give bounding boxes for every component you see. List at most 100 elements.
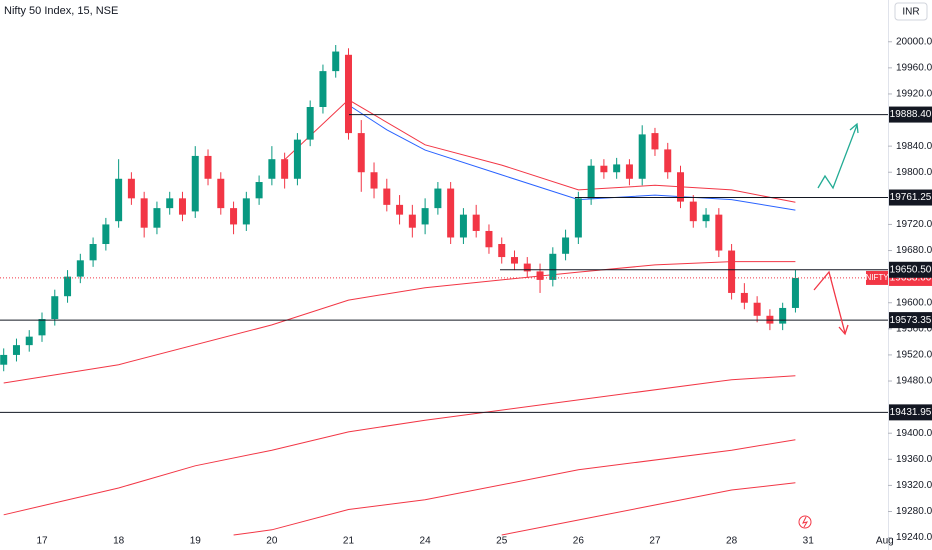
chart-title: Nifty 50 Index, 15, NSE [4, 5, 118, 17]
candle-body [677, 172, 685, 202]
x-tick-label: 26 [573, 536, 585, 547]
candle-body [64, 276, 72, 297]
candle-body [536, 271, 544, 280]
candle-body [12, 345, 20, 355]
candle-body [319, 71, 327, 107]
candle-body [217, 178, 225, 209]
event-icon[interactable] [798, 515, 812, 529]
y-tick-label: 19520.00 [896, 350, 932, 361]
level-box [889, 312, 932, 329]
x-tick-label: 25 [496, 536, 508, 547]
candle-body [728, 250, 736, 293]
level-label: 19650.50 [890, 264, 932, 275]
y-tick-label: 19600.00 [896, 297, 932, 308]
candle-body [498, 244, 506, 258]
candle-body [178, 198, 186, 215]
candle-body [485, 230, 493, 248]
x-tick-label: 31 [803, 536, 815, 547]
level-layer [0, 114, 888, 413]
y-tick-label: 19480.00 [896, 376, 932, 387]
y-tick-label: 19360.00 [896, 454, 932, 465]
x-tick-label: 24 [420, 536, 432, 547]
candle-body [166, 198, 174, 209]
candle-body [472, 214, 480, 231]
candle-body [102, 224, 110, 245]
level-box [889, 106, 932, 123]
candle-body [25, 336, 33, 346]
y-tick-label: 19280.00 [896, 506, 932, 517]
y-tick-label: 19920.00 [896, 89, 932, 100]
candle-body [51, 296, 59, 320]
candle-body [140, 198, 148, 228]
candle-body [549, 253, 557, 280]
y-tick-label: 19400.00 [896, 428, 932, 439]
candle-body [332, 51, 340, 72]
y-tick-label: 19720.00 [896, 219, 932, 230]
candle-body [613, 164, 621, 173]
candle-body [651, 133, 659, 150]
y-tick-label: 19560.00 [896, 323, 932, 334]
x-tick-label: 17 [36, 536, 48, 547]
candle-body [638, 134, 646, 179]
moving-average [3, 261, 796, 384]
candle-body [153, 208, 161, 228]
candle-body [127, 178, 135, 199]
level-label: 19761.25 [890, 192, 932, 203]
candle-layer [0, 45, 799, 372]
candle-body [702, 214, 710, 222]
candle-body [715, 214, 723, 251]
last-price-name-box [866, 270, 888, 285]
candle-body [293, 139, 301, 179]
y-tick-label: 19840.00 [896, 141, 932, 152]
level-box [889, 261, 932, 278]
candle-body [459, 214, 467, 238]
candle-body [230, 208, 238, 225]
y-tick-label: 19960.00 [896, 62, 932, 73]
candle-body [779, 307, 787, 324]
level-box [889, 404, 932, 421]
axis-layer: 17 18 19 20 21 24 25 26 27 28 31 Aug 20000.00 19960.0… [36, 36, 932, 547]
candle-body [255, 182, 263, 199]
candle-body [600, 165, 608, 173]
x-tick-label: 20 [266, 536, 278, 547]
candle-body [281, 159, 289, 179]
candle-body [306, 106, 314, 140]
candle-body [268, 159, 276, 179]
candle-body [370, 172, 378, 189]
candle-body [89, 244, 97, 261]
last-price-label: 19638.00 [890, 273, 932, 284]
level-label: 19888.40 [890, 109, 932, 120]
x-tick-label: 18 [113, 536, 125, 547]
y-tick-label: 19320.00 [896, 480, 932, 491]
x-tick-label: 21 [343, 536, 355, 547]
down-arrow [813, 270, 846, 334]
candle-body [740, 292, 748, 303]
candle-body [204, 155, 212, 179]
up-arrowhead [849, 122, 859, 134]
candle-body [664, 149, 672, 173]
moving-average [501, 482, 796, 536]
event-bolt [802, 516, 809, 528]
candle-body [447, 188, 455, 238]
candle-body [434, 188, 442, 209]
candle-body [511, 257, 518, 264]
candle-body [562, 237, 570, 254]
candle-body [408, 214, 416, 228]
currency-label: INR [902, 7, 919, 18]
y-tick-label: 19800.00 [896, 167, 932, 178]
level-label: 19573.35 [890, 315, 932, 326]
x-tick-label: 27 [649, 536, 661, 547]
moving-average [284, 99, 796, 203]
y-tick-label: 20000.00 [896, 36, 932, 47]
candle-body [523, 263, 531, 272]
currency-button[interactable] [894, 2, 928, 21]
x-tick-label: 19 [190, 536, 202, 547]
candle-body [791, 277, 799, 308]
candle-body [344, 54, 352, 134]
candle-body [357, 133, 365, 173]
candle-body [753, 302, 761, 316]
candle-body [242, 198, 250, 225]
moving-average [3, 375, 796, 516]
